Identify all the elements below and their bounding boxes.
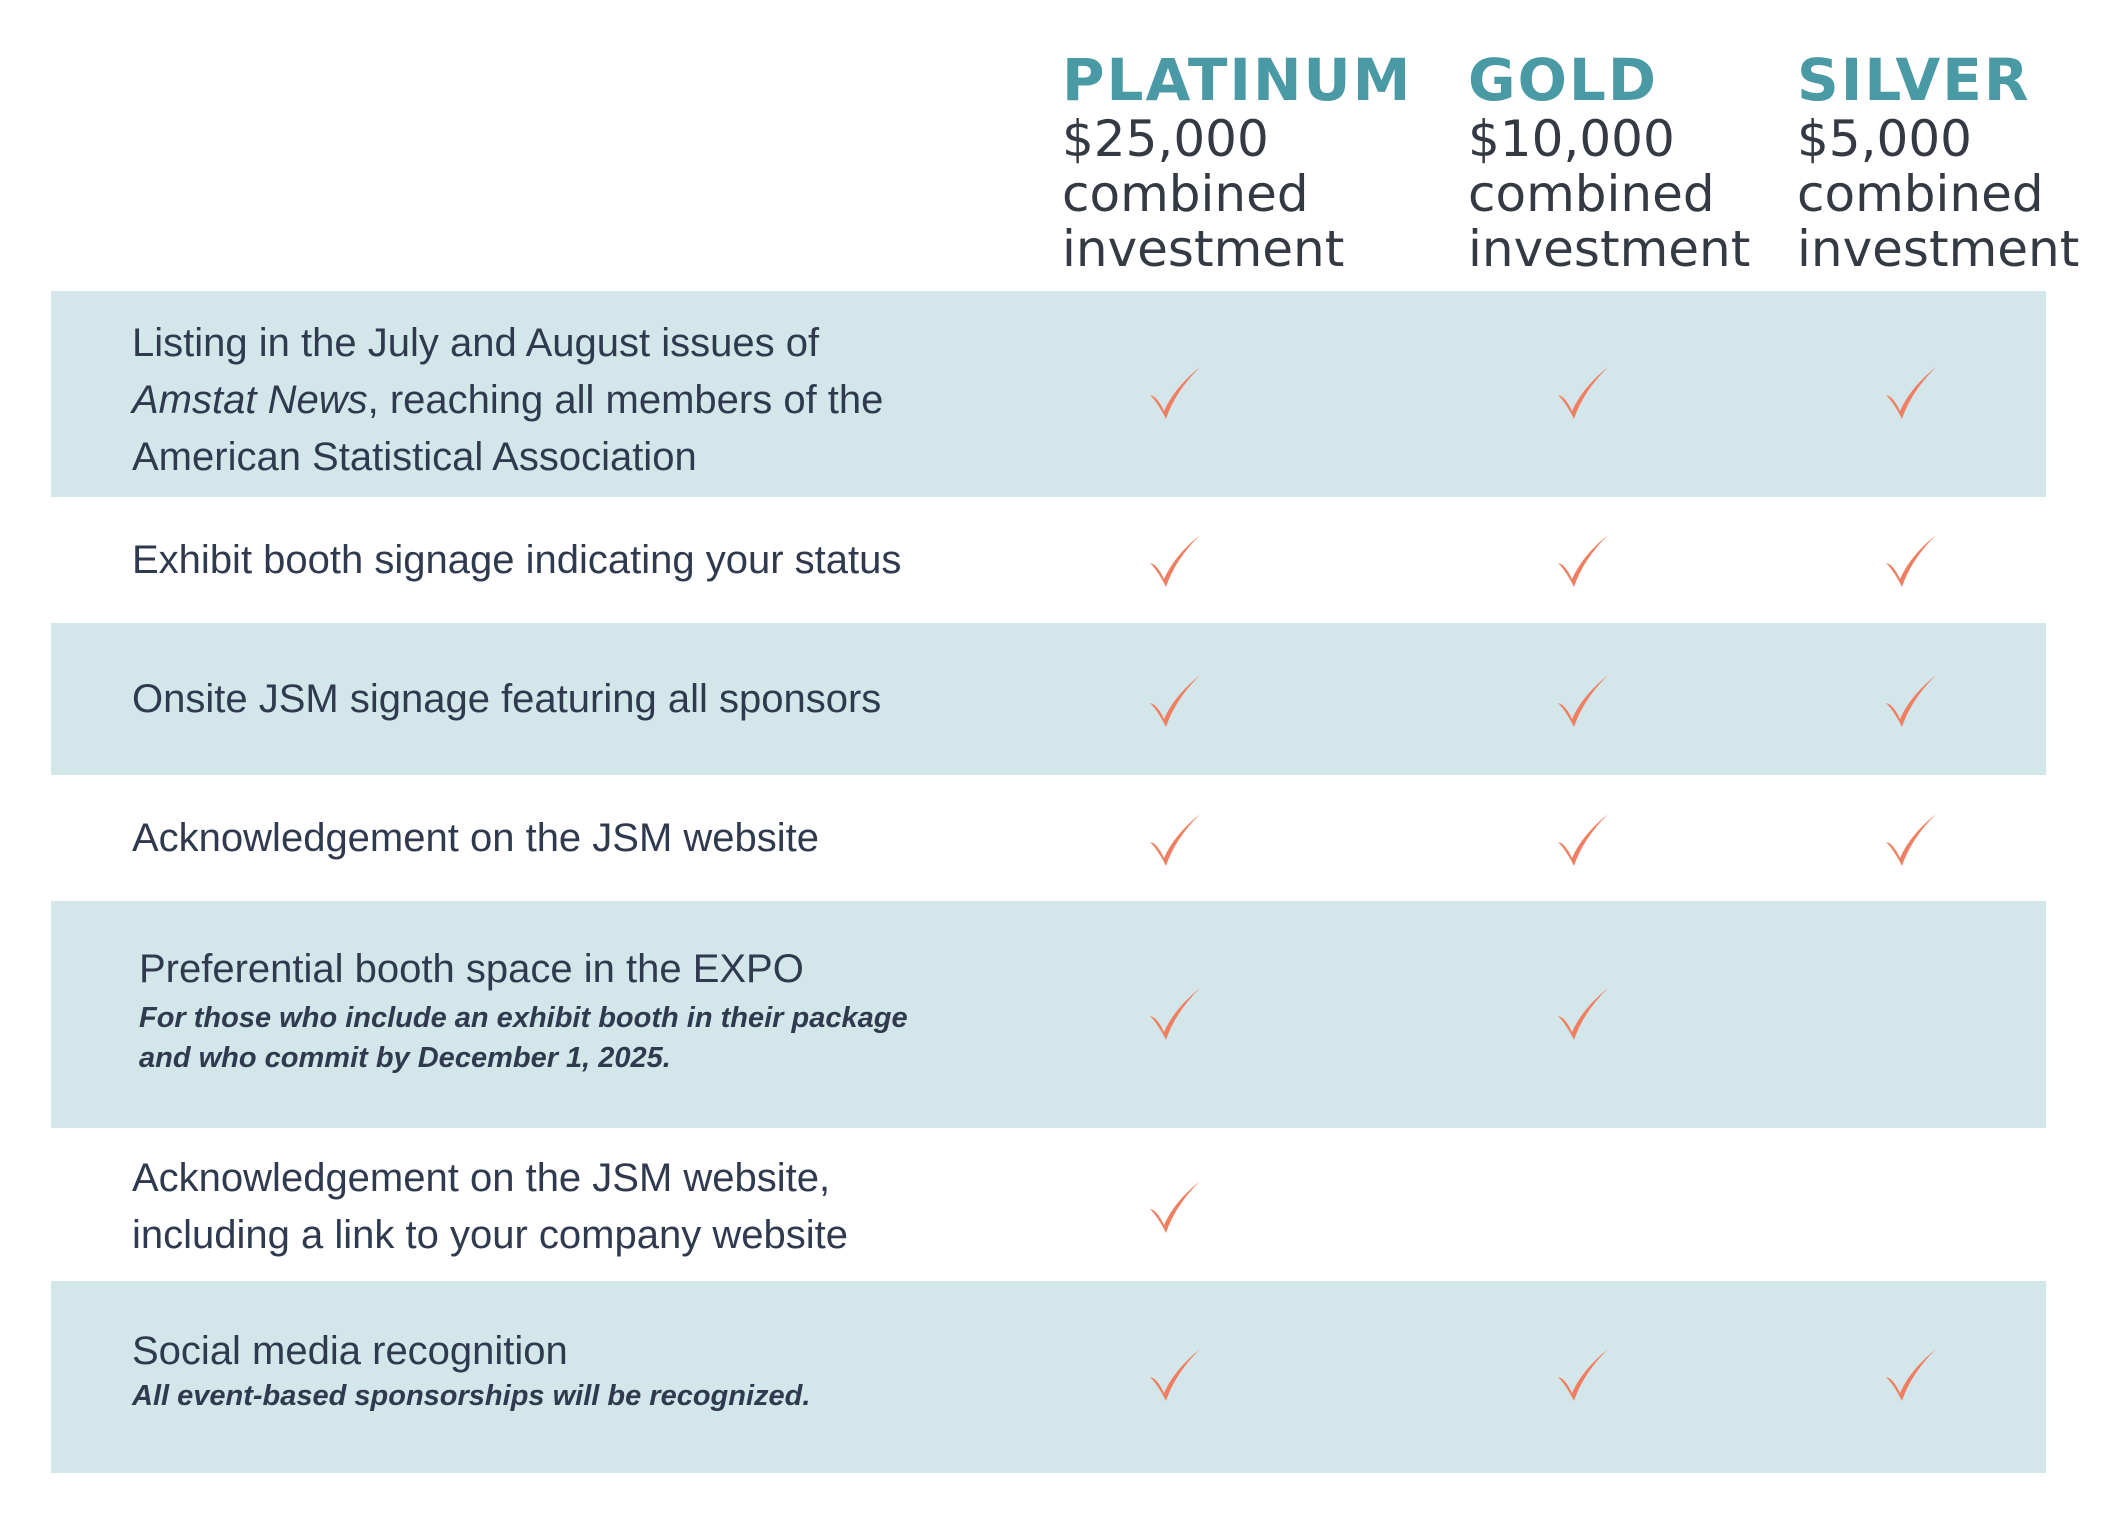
checkmark-icon bbox=[1881, 363, 1941, 423]
benefit-label-block: Preferential booth space in the EXPO For… bbox=[139, 941, 959, 1078]
benefit-note: For those who include an exhibit booth i… bbox=[139, 1002, 908, 1074]
benefits-table: Listing in the July and August issues of… bbox=[51, 291, 2046, 1473]
tier-price: $25,000 bbox=[1062, 110, 1269, 168]
checkmark-icon bbox=[1145, 810, 1205, 870]
checkmark-icon bbox=[1145, 984, 1205, 1044]
benefit-row: Social media recognition All event-based… bbox=[51, 1281, 2046, 1473]
checkmark-icon bbox=[1553, 810, 1613, 870]
benefit-label: Exhibit booth signage indicating your st… bbox=[132, 538, 902, 582]
checkmark-icon bbox=[1145, 671, 1205, 731]
checkmark-icon bbox=[1145, 531, 1205, 591]
benefit-label: Acknowledgement on the JSM website, incl… bbox=[132, 1156, 848, 1257]
benefit-row: Preferential booth space in the EXPO For… bbox=[51, 901, 2046, 1128]
checkmark-icon bbox=[1881, 671, 1941, 731]
tier-header: PLATINUM $25,000 combined investment GOL… bbox=[0, 48, 2104, 288]
benefit-label-part: Listing in the July and August issues of bbox=[132, 321, 820, 365]
benefit-row: Exhibit booth signage indicating your st… bbox=[51, 497, 2046, 623]
benefit-label: Acknowledgement on the JSM website bbox=[132, 816, 820, 860]
tier-platinum: PLATINUM $25,000 combined investment bbox=[1062, 48, 1412, 277]
checkmark-icon bbox=[1881, 810, 1941, 870]
checkmark-icon bbox=[1145, 1345, 1205, 1405]
benefit-row: Acknowledgement on the JSM website, incl… bbox=[51, 1128, 2046, 1281]
tier-silver: SILVER $5,000 combined investment bbox=[1797, 48, 2079, 277]
tier-name: GOLD bbox=[1468, 46, 1659, 114]
tier-description: combined investment bbox=[1062, 165, 1345, 278]
checkmark-icon bbox=[1553, 531, 1613, 591]
checkmark-icon bbox=[1881, 531, 1941, 591]
benefit-label: Listing in the July and August issues of… bbox=[132, 315, 952, 486]
tier-name: SILVER bbox=[1797, 46, 2031, 114]
benefit-label: Onsite JSM signage featuring all sponsor… bbox=[132, 677, 882, 721]
benefit-row: Acknowledgement on the JSM website bbox=[51, 775, 2046, 901]
tier-price: $10,000 bbox=[1468, 110, 1675, 168]
tier-description: combined investment bbox=[1468, 165, 1751, 278]
checkmark-icon bbox=[1553, 1345, 1613, 1405]
benefit-label: Preferential booth space in the EXPO bbox=[139, 947, 804, 991]
benefit-label: Social media recognition bbox=[132, 1329, 568, 1373]
tier-name: PLATINUM bbox=[1062, 46, 1413, 114]
tier-price: $5,000 bbox=[1797, 110, 1972, 168]
checkmark-icon bbox=[1145, 1177, 1205, 1237]
tier-description: combined investment bbox=[1797, 165, 2080, 278]
benefit-label-part: , reaching all members of the American S… bbox=[132, 378, 884, 479]
checkmark-icon bbox=[1553, 363, 1613, 423]
checkmark-icon bbox=[1553, 671, 1613, 731]
checkmark-icon bbox=[1881, 1345, 1941, 1405]
benefit-note: All event-based sponsorships will be rec… bbox=[132, 1380, 811, 1412]
benefit-row: Listing in the July and August issues of… bbox=[51, 291, 2046, 497]
checkmark-icon bbox=[1553, 984, 1613, 1044]
benefit-label-block: Social media recognition All event-based… bbox=[132, 1326, 952, 1416]
tier-gold: GOLD $10,000 combined investment bbox=[1468, 48, 1750, 277]
checkmark-icon bbox=[1145, 363, 1205, 423]
benefit-row: Onsite JSM signage featuring all sponsor… bbox=[51, 623, 2046, 775]
publication-title: Amstat News bbox=[132, 378, 368, 422]
